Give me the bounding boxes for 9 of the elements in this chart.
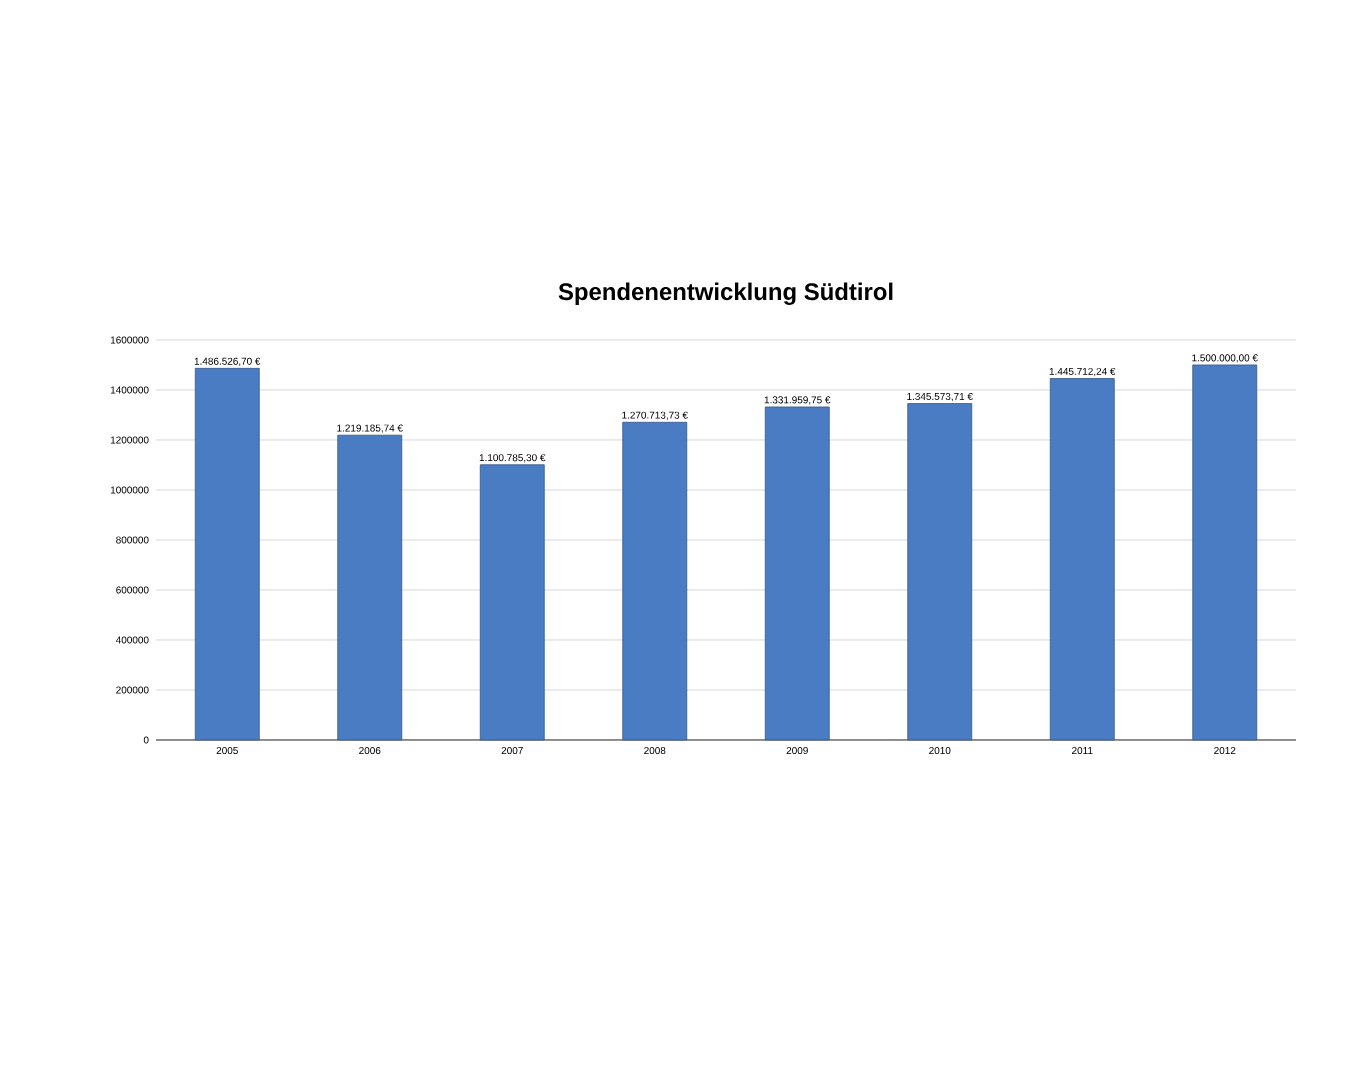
bar <box>622 421 688 741</box>
bar <box>479 464 545 741</box>
bar <box>764 406 830 741</box>
bar <box>1192 364 1258 741</box>
bar <box>1049 378 1115 741</box>
chart-title: Spendenentwicklung Südtirol <box>558 282 893 305</box>
bar <box>194 367 260 741</box>
bar <box>907 403 973 741</box>
bar <box>337 434 403 741</box>
